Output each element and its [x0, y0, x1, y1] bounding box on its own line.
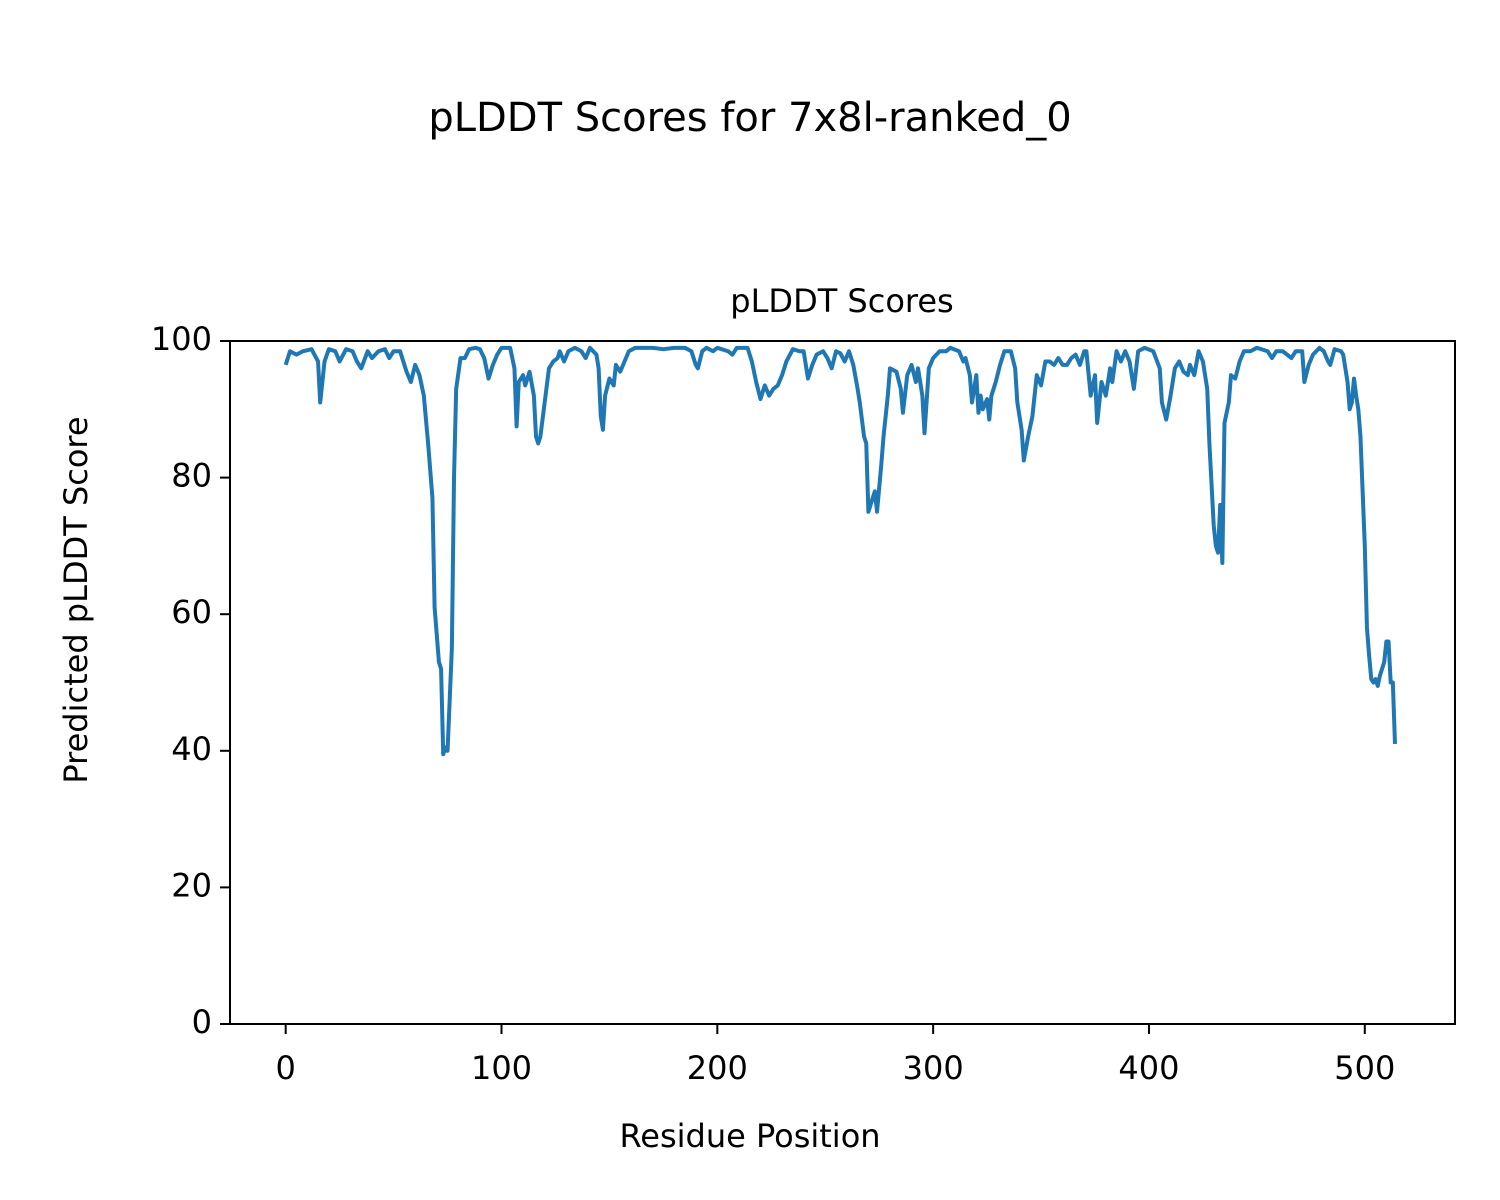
y-tick-label: 0	[192, 1003, 212, 1041]
x-tick-label: 0	[276, 1049, 296, 1087]
y-tick-label: 80	[171, 457, 212, 495]
y-tick-label: 60	[171, 593, 212, 631]
x-tick-label: 400	[1118, 1049, 1179, 1087]
chart-title: pLDDT Scores for 7x8l-ranked_0	[428, 95, 1071, 141]
x-tick-label: 300	[903, 1049, 964, 1087]
x-tick-label: 100	[471, 1049, 532, 1087]
axes-title: pLDDT Scores	[730, 282, 953, 320]
x-axis-label: Residue Position	[619, 1117, 880, 1155]
plot-frame	[229, 340, 1456, 1025]
x-tick-label: 500	[1334, 1049, 1395, 1087]
x-tick-label: 200	[687, 1049, 748, 1087]
y-tick-label: 40	[171, 730, 212, 768]
y-axis-label: Predicted pLDDT Score	[57, 416, 95, 783]
plddt-line	[283, 345, 1397, 757]
y-tick-label: 100	[151, 320, 212, 358]
y-tick-label: 20	[171, 866, 212, 904]
